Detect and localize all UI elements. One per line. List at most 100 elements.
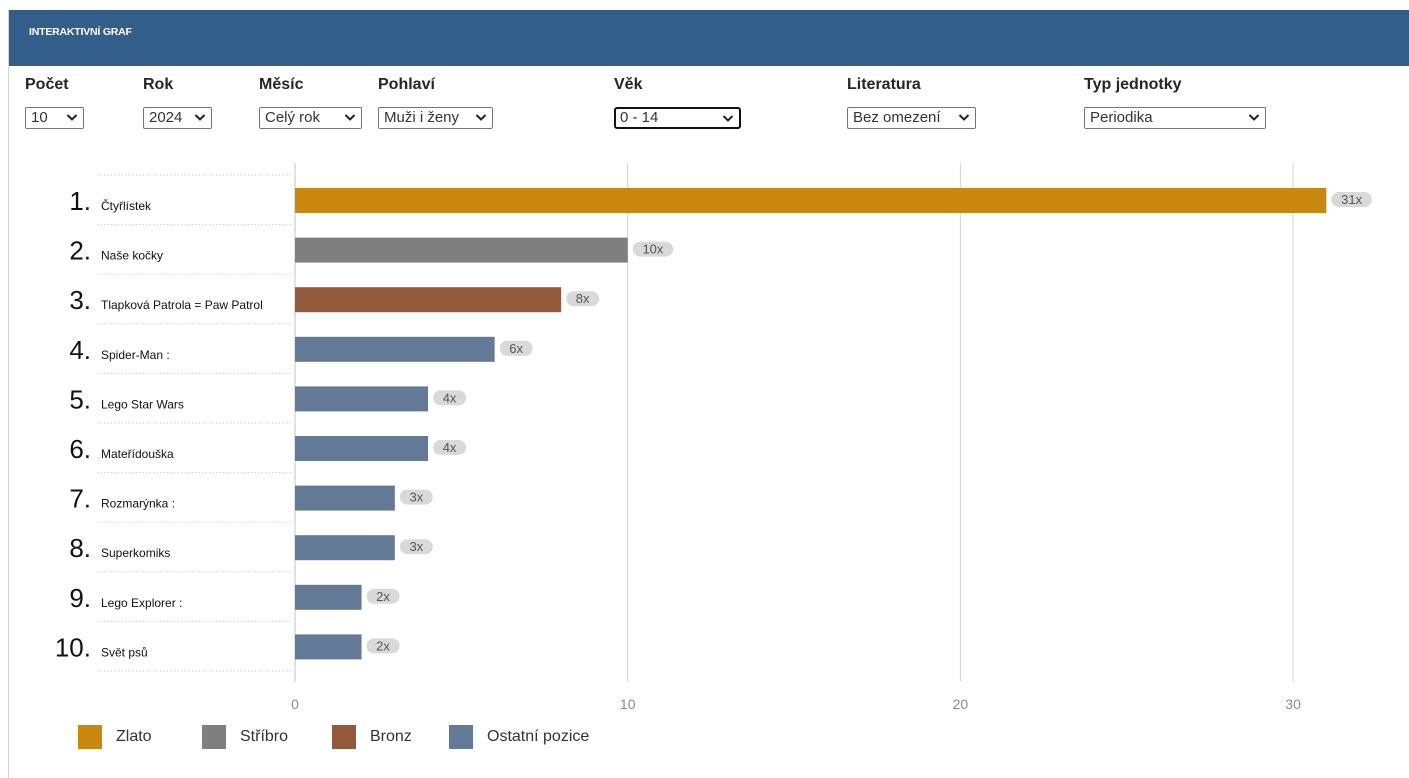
value-label-pill [366, 588, 400, 604]
chevron-down-icon [1248, 114, 1260, 121]
panel-title: INTERAKTIVNÍ GRAF [29, 26, 132, 38]
value-label-pill [566, 291, 600, 307]
literature-select-value: Bez omezení [853, 109, 941, 126]
filter-year-label: Rok [143, 76, 174, 93]
bar [295, 336, 495, 362]
value-label: 10x [642, 242, 663, 257]
bar [295, 287, 562, 313]
rank-number: 6. [69, 434, 91, 464]
rank-number: 2. [69, 236, 91, 266]
value-label: 6x [509, 341, 523, 356]
value-label: 2x [376, 638, 390, 653]
chevron-down-icon [958, 114, 970, 121]
value-label-pill [366, 638, 400, 654]
rank-number: 1. [69, 186, 91, 216]
year-select[interactable]: 2024 [143, 107, 212, 129]
legend-label: Ostatní pozice [487, 728, 590, 745]
category-label: Naše kočky [101, 249, 163, 263]
age-select[interactable]: 0 - 14 [614, 107, 741, 129]
bar [295, 237, 628, 263]
value-label-pill [632, 241, 674, 257]
month-select-value: Celý rok [265, 109, 321, 126]
legend-label: Bronz [370, 728, 412, 745]
month-select[interactable]: Celý rok [259, 107, 362, 129]
rank-number: 10. [55, 632, 91, 662]
bar [295, 535, 395, 561]
rank-number: 8. [69, 533, 91, 563]
legend-label: Stříbro [240, 728, 289, 745]
gender-select[interactable]: Muži i ženy [378, 107, 493, 129]
legend-label: Zlato [116, 728, 152, 745]
rank-number: 7. [69, 484, 91, 514]
rank-number: 5. [69, 384, 91, 414]
filter-unit-type: Typ jednotky Periodika [1084, 76, 1266, 129]
chevron-down-icon [722, 115, 734, 122]
chevron-down-icon [344, 114, 356, 121]
age-select-value: 0 - 14 [620, 109, 659, 126]
category-label: Lego Star Wars [101, 397, 184, 411]
count-select-value: 10 [31, 109, 48, 126]
filter-literature-label: Literatura [847, 76, 921, 93]
bar [295, 634, 362, 660]
value-label: 31x [1341, 192, 1362, 207]
chart-panel: INTERAKTIVNÍ GRAF [8, 10, 1409, 778]
filter-gender: Pohlaví Muži i ženy [378, 76, 493, 129]
value-label-pill [499, 340, 533, 356]
bar [295, 188, 1327, 213]
rank-number: 3. [69, 285, 91, 315]
legend-swatch-gold [78, 725, 102, 749]
value-label-pill [399, 489, 433, 505]
value-label-pill [433, 440, 467, 455]
bar [295, 584, 362, 610]
chevron-down-icon [475, 114, 487, 121]
value-label: 8x [576, 291, 590, 306]
chevron-down-icon [66, 114, 78, 121]
value-label: 4x [443, 390, 457, 405]
filter-month-label: Měsíc [259, 76, 304, 93]
value-label: 2x [376, 589, 390, 604]
value-label: 3x [409, 490, 423, 505]
value-label-pill [1331, 192, 1372, 207]
x-tick-label: 20 [953, 696, 969, 712]
category-label: Rozmarýnka : [101, 497, 175, 511]
filter-count: Počet 10 [25, 76, 84, 129]
year-select-value: 2024 [149, 109, 183, 126]
legend-swatch-silver [202, 725, 226, 749]
filter-age: Věk 0 - 14 [614, 76, 741, 129]
unit-type-select-value: Periodika [1090, 109, 1153, 126]
bar [295, 386, 429, 412]
x-tick-label: 30 [1285, 696, 1301, 712]
x-tick-label: 10 [620, 696, 636, 712]
filter-count-label: Počet [25, 76, 69, 93]
category-label: Lego Explorer : [101, 596, 182, 610]
filter-month: Měsíc Celý rok [259, 76, 362, 129]
filter-unit-type-label: Typ jednotky [1084, 76, 1182, 93]
filter-age-label: Věk [614, 76, 643, 93]
x-tick-label: 0 [291, 696, 299, 712]
bar [295, 436, 429, 461]
bar [295, 485, 395, 511]
category-label: Tlapková Patrola = Paw Patrol [101, 298, 263, 312]
panel-header: INTERAKTIVNÍ GRAF [9, 10, 1409, 66]
legend-swatch-bronze [332, 725, 356, 749]
filter-year: Rok 2024 [143, 76, 212, 129]
rank-number: 4. [69, 335, 91, 365]
category-label: Superkomiks [101, 546, 170, 560]
value-label-pill [433, 390, 467, 406]
value-label: 4x [443, 440, 457, 455]
count-select[interactable]: 10 [25, 107, 84, 129]
value-label: 3x [409, 539, 423, 554]
gender-select-value: Muži i ženy [384, 109, 460, 126]
value-label-pill [399, 539, 433, 555]
filter-gender-label: Pohlaví [378, 76, 435, 93]
rank-number: 9. [69, 583, 91, 613]
unit-type-select[interactable]: Periodika [1084, 107, 1266, 129]
category-label: Mateřídouška [101, 447, 174, 461]
legend-swatch-other [449, 725, 473, 749]
filter-literature: Literatura Bez omezení [847, 76, 976, 129]
literature-select[interactable]: Bez omezení [847, 107, 976, 129]
category-label: Spider-Man : [101, 348, 170, 362]
category-label: Svět psů [101, 645, 148, 659]
category-label: Čtyřlístek [101, 198, 152, 213]
